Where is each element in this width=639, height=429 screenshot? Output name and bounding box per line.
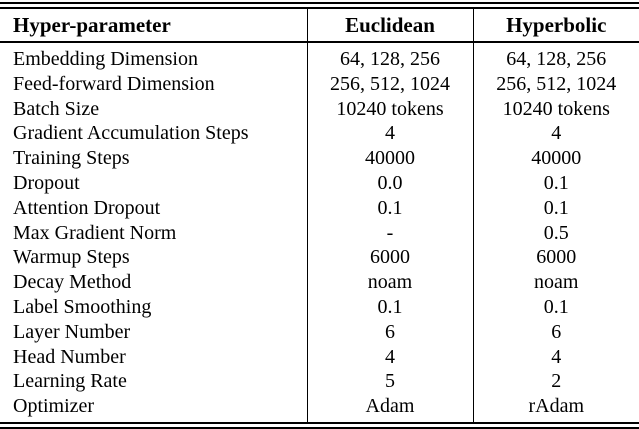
param-value-cell: 256, 512, 1024 (306, 71, 473, 97)
table-row: Layer Number 6 6 (0, 319, 639, 345)
table-row: Dropout 0.0 0.1 (0, 170, 639, 196)
param-name-cell: Feed-forward Dimension (13, 72, 215, 95)
table-row: Batch Size 10240 tokens 10240 tokens (0, 96, 639, 122)
table-row: Decay Method noam noam (0, 270, 639, 295)
param-value-cell: 64, 128, 256 (472, 42, 639, 72)
param-name-cell: Head Number (13, 345, 126, 368)
table-row: Max Gradient Norm -0.5 (0, 220, 639, 246)
header-row: Hyper-parameter Euclidean Hyperbolic (0, 9, 639, 43)
param-value-cell: 0.1 (472, 195, 639, 221)
param-name-cell: Gradient Accumulation Steps (13, 122, 249, 145)
table-body: Embedding Dimension 64, 128, 256 64, 128, … (0, 42, 639, 422)
param-value-cell: 10240 tokens (472, 96, 639, 122)
param-value-cell: 40000 (306, 146, 473, 171)
param-value-cell: 6 (472, 319, 639, 345)
table-top-rule (0, 2, 639, 9)
param-name-cell: Decay Method (13, 271, 132, 294)
param-value-cell: 0.1 (472, 170, 639, 196)
table-row: Training Steps 40000 40000 (0, 146, 639, 171)
hyperparameter-table: Hyper-parameter Euclidean Hyperbolic Emb… (0, 9, 639, 422)
table-row: Warmup Steps 6000 6000 (0, 245, 639, 271)
header-hyper-parameter: Hyper-parameter (0, 9, 307, 43)
param-value-cell: 64, 128, 256 (306, 42, 473, 72)
param-value-cell: 5 (306, 369, 473, 395)
param-value-cell: 4 (306, 121, 473, 147)
header-hyperbolic: Hyperbolic (472, 9, 639, 43)
param-value-cell: noam (306, 270, 473, 295)
param-value-cell: rAdam (472, 394, 639, 422)
param-name-cell: Attention Dropout (13, 196, 161, 219)
param-value-cell: 6000 (306, 245, 473, 271)
param-name-cell: Warmup Steps (13, 246, 130, 269)
param-value-cell: 6000 (472, 245, 639, 271)
table-row: Gradient Accumulation Steps 4 4 (0, 121, 639, 147)
param-value-cell: 6 (306, 319, 473, 345)
param-name-cell: Label Smoothing (13, 295, 152, 318)
table-row: Label Smoothing 0.1 0.1 (0, 294, 639, 320)
param-value-cell: 0.5 (472, 220, 639, 246)
table-row: Learning Rate 5 2 (0, 369, 639, 395)
param-value-cell: - (306, 220, 473, 246)
param-value-cell: 40000 (472, 146, 639, 171)
param-value-cell: 0.1 (306, 195, 473, 221)
param-value-cell: 0.1 (306, 294, 473, 320)
table-bottom-rule (0, 421, 639, 429)
param-name-cell: Embedding Dimension (13, 48, 198, 70)
param-name-cell: Learning Rate (13, 370, 127, 393)
table-row: Head Number 4 4 (0, 344, 639, 370)
table-row: Attention Dropout 0.1 0.1 (0, 195, 639, 221)
table-header: Hyper-parameter Euclidean Hyperbolic (0, 9, 639, 43)
param-value-cell: 0.1 (472, 294, 639, 320)
header-euclidean: Euclidean (306, 9, 473, 43)
param-name-cell: Batch Size (13, 97, 100, 120)
param-value-cell: noam (472, 270, 639, 295)
param-value-cell: 4 (472, 121, 639, 147)
param-name-cell: Layer Number (13, 320, 131, 343)
param-value-cell: 4 (472, 344, 639, 370)
table-row: Optimizer Adam rAdam (0, 394, 639, 422)
param-value-cell: 256, 512, 1024 (472, 71, 639, 97)
table-row: Embedding Dimension 64, 128, 256 64, 128, … (0, 42, 639, 72)
param-value-cell: 0.0 (306, 170, 473, 196)
param-name-cell: Max Gradient Norm (13, 221, 177, 244)
param-value-cell: Adam (306, 394, 473, 422)
param-value-cell: 10240 tokens (306, 96, 473, 122)
param-name-cell: Training Steps (13, 147, 130, 170)
param-value-cell: 4 (306, 344, 473, 370)
param-name-cell: Optimizer (13, 395, 95, 418)
table-row: Feed-forward Dimension 256, 512, 1024 256,… (0, 71, 639, 97)
param-value-cell: 2 (472, 369, 639, 395)
param-name-cell: Dropout (13, 171, 80, 194)
